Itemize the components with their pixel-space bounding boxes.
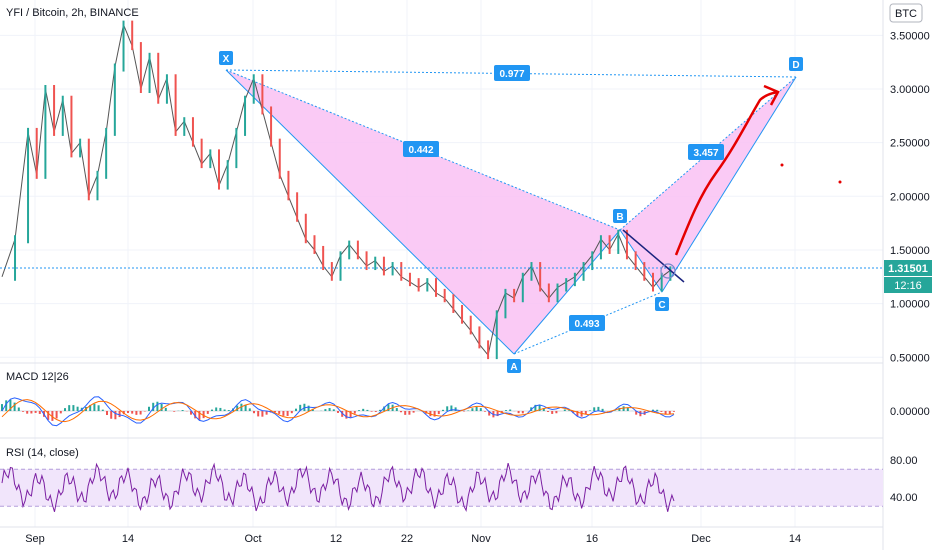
price-series — [1, 20, 672, 360]
price-tick-label: 2.50000 — [890, 138, 930, 150]
ratio-box[interactable] — [403, 141, 439, 157]
price-badge — [884, 260, 932, 276]
ratio-box[interactable] — [569, 315, 605, 331]
circle-marker[interactable] — [660, 263, 676, 279]
arrow-head — [763, 84, 780, 106]
rsi-pane — [0, 462, 883, 513]
macd-label[interactable]: MACD 12|26 — [6, 371, 69, 383]
price-axis[interactable]: 3.50000 3.00000 2.50000 2.00000 1.50000 1.000… — [890, 30, 930, 504]
pattern-point-d-label: D — [792, 60, 799, 71]
price-tick-label: 3.50000 — [890, 30, 930, 42]
trendline[interactable] — [622, 229, 685, 283]
rsi-tick-label: 80.00 — [890, 455, 918, 467]
pattern-point-c-label: C — [658, 300, 665, 311]
ratio-box[interactable] — [494, 65, 530, 81]
pattern-point-c-box[interactable] — [655, 297, 669, 311]
ratio-box[interactable] — [688, 144, 724, 160]
ratio-label: 3.457 — [693, 148, 718, 159]
price-badge-value: 1.31501 — [888, 263, 928, 275]
price-tick-label: 2.00000 — [890, 191, 930, 203]
pattern-point-a-label: A — [510, 362, 517, 373]
price-tick-label: 1.00000 — [890, 299, 930, 311]
price-tick-label: 3.00000 — [890, 84, 930, 96]
pattern-point-d-box[interactable] — [789, 57, 803, 71]
time-tick-label: Dec — [691, 533, 711, 545]
time-tick-label: 14 — [122, 533, 134, 545]
currency-badge-label: BTC — [895, 8, 917, 20]
pattern-point-b-label: B — [616, 212, 623, 223]
time-tick-label: Oct — [244, 533, 261, 545]
price-tick-label: 0.50000 — [890, 352, 930, 364]
ratio-label: 0.493 — [574, 319, 599, 330]
pattern-leg[interactable] — [225, 69, 515, 355]
pattern-leg[interactable] — [661, 76, 797, 293]
ratio-label: 0.977 — [499, 69, 524, 80]
rsi-band — [0, 469, 883, 507]
time-tick-label: Sep — [25, 533, 45, 545]
countdown-value: 12:16 — [894, 280, 922, 292]
macd-pane — [0, 396, 675, 427]
countdown-badge — [884, 277, 932, 293]
rsi-tick-label: 40.00 — [890, 492, 918, 504]
pattern-triangle-xab[interactable] — [226, 70, 620, 354]
rsi-line — [1, 462, 675, 513]
time-axis[interactable]: Sep 14 Oct 12 22 Nov 16 Dec 14 — [25, 533, 801, 545]
currency-badge[interactable] — [889, 3, 923, 23]
pattern-point-x-box[interactable] — [219, 51, 233, 65]
marker-dot — [838, 180, 842, 184]
pattern-point-a-box[interactable] — [507, 359, 521, 373]
price-tick-label: 1.50000 — [890, 245, 930, 257]
macd-tick-label: 0.00000 — [890, 406, 930, 418]
marker-dot — [780, 163, 784, 167]
ratio-label: 0.442 — [408, 145, 433, 156]
time-tick-label: 16 — [586, 533, 598, 545]
pattern-leg[interactable] — [513, 229, 621, 355]
pattern-point-x-label: X — [223, 54, 230, 65]
rsi-label[interactable]: RSI (14, close) — [6, 447, 79, 459]
projection-arrow[interactable] — [674, 90, 779, 256]
pattern-point-b-box[interactable] — [613, 209, 627, 223]
symbol-title[interactable]: YFI / Bitcoin, 2h, BINANCE — [6, 7, 139, 19]
signal-line — [1, 399, 675, 423]
time-tick-label: 12 — [330, 533, 342, 545]
time-tick-label: Nov — [471, 533, 491, 545]
time-tick-label: 14 — [789, 533, 801, 545]
time-tick-label: 22 — [401, 533, 413, 545]
